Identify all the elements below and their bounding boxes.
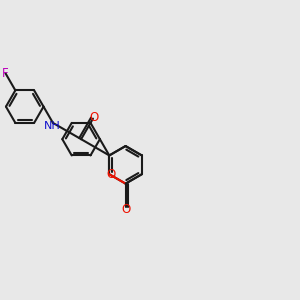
Text: NH: NH: [44, 121, 60, 131]
Text: O: O: [89, 111, 99, 124]
Text: F: F: [2, 67, 9, 80]
Text: O: O: [121, 203, 130, 216]
Text: O: O: [106, 168, 116, 181]
